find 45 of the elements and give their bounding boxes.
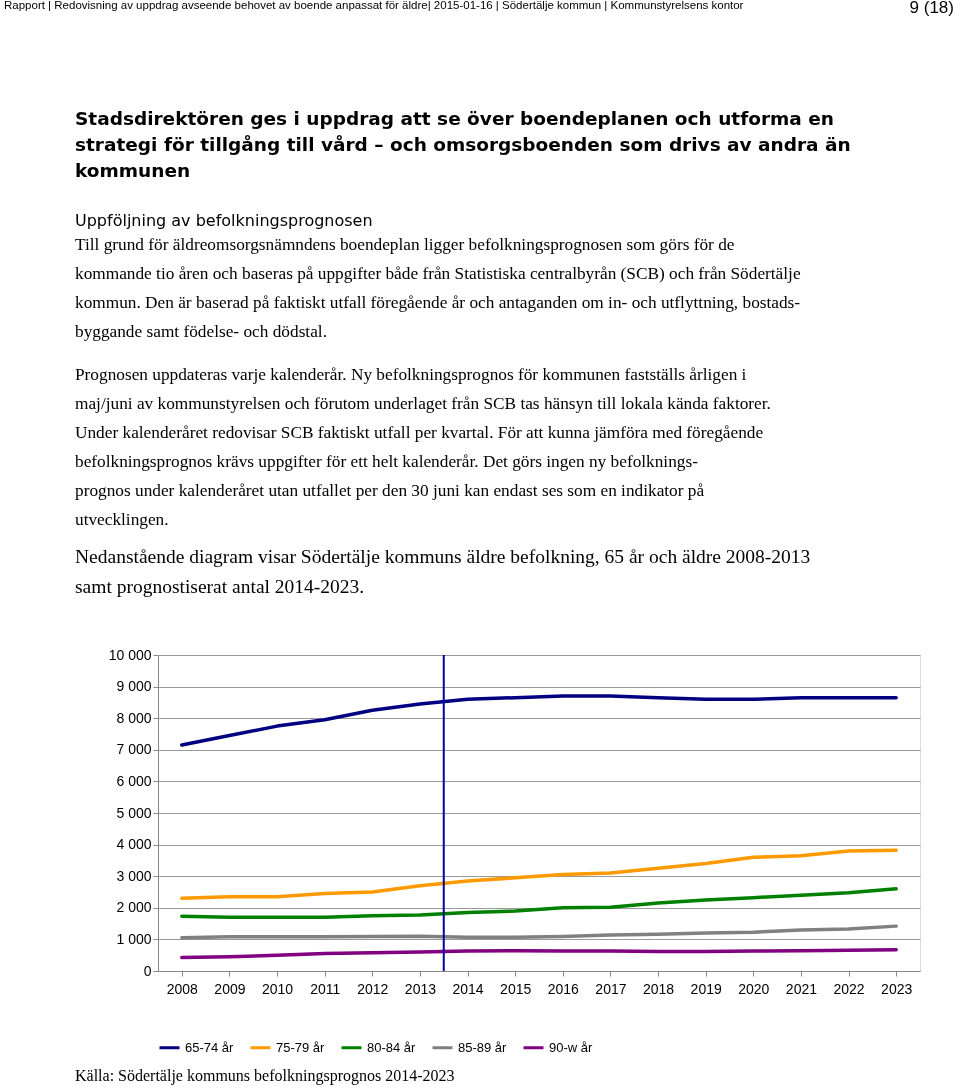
y-tick-label: 2 000 bbox=[116, 899, 152, 916]
x-tick-label: 2008 bbox=[166, 980, 199, 997]
legend-label: 85-89 år bbox=[458, 1039, 508, 1055]
x-tick-label: 2022 bbox=[833, 980, 865, 997]
text: 9 (18) bbox=[909, 0, 954, 17]
text: Prognosen uppdateras varje kalenderår. Ny befolkningsprognos för kommunen fastställs årligen i maj/juni av kommunstyrelsen och förutom underlaget från SCB tas hänsyn till lokala kända faktorer. Under kalenderåret redovisar SCB faktiskt utfall per kvartal. För att kunna jämföra med föregående befolkningsprognos krävs uppgifter för ett helt kalenderår. Det görs ingen ny befolknings- prognos under kalenderåret utan utfallet per den 30 juni kan endast ses som en indikator på utvecklingen. bbox=[75, 365, 771, 529]
x-tick-label: 2017 bbox=[595, 980, 627, 997]
y-tick-label: 10 000 bbox=[108, 646, 152, 663]
legend-label: 90-w år bbox=[549, 1039, 594, 1055]
x-tick-label: 2023 bbox=[881, 980, 913, 997]
text: Nedanstående diagram visar Södertälje kommuns äldre befolkning, 65 år och äldre 2008-2013 samt prognostiserat antal 2014-2023. bbox=[75, 546, 811, 597]
chart-subtitle: Uppföljning av befolkningsprognosen bbox=[75, 211, 373, 230]
x-tick-label: 2013 bbox=[404, 980, 437, 997]
line-series bbox=[180, 924, 898, 940]
y-tick-label: 8 000 bbox=[116, 709, 152, 726]
x-tick-label: 2011 bbox=[310, 980, 341, 997]
legend-label: 80-84 år bbox=[367, 1039, 417, 1055]
x-tick-label: 2021 bbox=[785, 980, 818, 997]
text: Källa: Södertälje kommuns befolkningsprognos 2014-2023 bbox=[75, 1067, 455, 1085]
line-series bbox=[180, 948, 898, 960]
x-tick-label: 2020 bbox=[738, 980, 770, 997]
y-tick-label: 6 000 bbox=[116, 772, 152, 789]
text: Till grund för äldreomsorgsnämndens boendeplan ligger befolkningsprognosen som görs för de kommande tio åren och baseras på uppgifter både från Statistiska centralbyrån (SCB) och från Södertälje kommun. Den är baserad på faktiskt utfall föregående år och antaganden om in- och utflyttning, bostads- byggande samt födelse- och dödstal. bbox=[75, 235, 801, 341]
x-tick-label: 2014 bbox=[452, 980, 484, 997]
y-tick-label: 4 000 bbox=[116, 836, 152, 853]
x-tick-label: 2016 bbox=[547, 980, 580, 997]
x-tick-label: 2009 bbox=[214, 980, 246, 997]
x-tick-label: 2012 bbox=[357, 980, 389, 997]
x-tick-label: 2018 bbox=[642, 980, 675, 997]
y-tick-label: 9 000 bbox=[116, 678, 152, 695]
y-tick-label: 1 000 bbox=[116, 930, 152, 947]
x-tick-label: 2019 bbox=[690, 980, 722, 997]
line-series bbox=[180, 694, 898, 747]
y-tick-label: 3 000 bbox=[116, 867, 152, 884]
y-tick-label: 7 000 bbox=[116, 741, 152, 758]
line-series bbox=[180, 887, 898, 920]
x-tick-label: 2010 bbox=[261, 980, 294, 997]
y-tick-label: 5 000 bbox=[116, 804, 152, 821]
chart-title: Stadsdirektören ges i uppdrag att se över boendeplanen och utforma en strategi för tillgång till vård – och omsorgsboenden som drivs av andra än kommunen bbox=[75, 108, 851, 181]
legend-label: 65-74 år bbox=[185, 1039, 235, 1055]
x-tick-label: 2015 bbox=[500, 980, 532, 997]
legend-label: 75-79 år bbox=[276, 1039, 326, 1055]
line-series bbox=[180, 848, 898, 901]
text: Rapport | Redovisning av uppdrag avseende behovet av boende anpassat för äldre| 2015-01-16 | Södertälje kommun | Kommunstyrelsens kontor bbox=[4, 0, 744, 11]
y-tick-label: 0 bbox=[143, 962, 152, 979]
